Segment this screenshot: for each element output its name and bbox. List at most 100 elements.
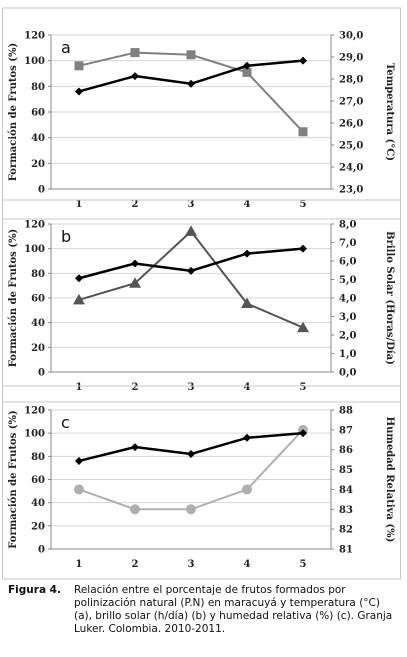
- panel-b-ytick-label: 100: [24, 244, 45, 255]
- panel-a-series-left-point: [187, 79, 195, 88]
- panel-c-y2label: Humedad Relativa (%): [384, 417, 395, 543]
- panel-c-y2tick-label: 83: [339, 505, 353, 516]
- panel-a-xtick-label: 3: [188, 199, 195, 210]
- panel-a-series-right-point: [130, 48, 140, 58]
- panel-b-ytick-label: 120: [24, 220, 45, 231]
- panel-b-y2tick-label: 8,0: [339, 220, 356, 231]
- panel-b-ylabel: Formación de Frutos (%): [8, 229, 19, 368]
- panel-a-series-right-point: [242, 67, 252, 77]
- panel-a-label: a: [61, 38, 71, 57]
- panel-a-ytick-label: 0: [38, 185, 45, 196]
- panel-c-series-left-point: [75, 456, 83, 465]
- panel-b-series-right-point: [185, 225, 197, 236]
- panel-b-series-right-line: [78, 229, 304, 329]
- panel-a: 0 20 40 60 80 100 120 23,0 24,0 25,0 26,0 27,0 28,0 2…: [2, 7, 401, 220]
- panel-a-y2tick-label: 28,0: [339, 75, 363, 86]
- panel-b-y2tick-label: 6,0: [339, 257, 356, 268]
- panel-b-y2tick-label: 1,0: [339, 349, 356, 360]
- panel-a-ytick-label: 120: [24, 31, 45, 42]
- panel-a-series-left-point: [299, 56, 307, 65]
- panel-b-series-left-point: [243, 249, 251, 258]
- panel-c-xtick-label: 4: [244, 559, 251, 570]
- panel-c-ytick-label: 80: [31, 452, 45, 463]
- panel-b-label: b: [61, 227, 71, 246]
- panel-a-ytick-label: 80: [31, 82, 45, 93]
- caption-label: Figura 4.: [8, 584, 61, 596]
- panel-c-ytick-label: 40: [31, 498, 45, 509]
- panel-c-series-left-point: [187, 450, 195, 459]
- panel-b-series-left-point: [299, 244, 307, 253]
- panel-a-y2tick-label: 23,0: [339, 185, 363, 196]
- panel-c-series-left-point: [299, 429, 307, 438]
- panel-b-ytick-label: 20: [31, 343, 45, 354]
- panel-b-series-right-point: [241, 297, 253, 309]
- panel-b-xtick-label: 1: [76, 382, 83, 393]
- panel-a-y2tick-label: 29,0: [339, 53, 363, 64]
- panel-b-xtick-label: 2: [132, 382, 139, 393]
- panel-b-ytick-label: 40: [31, 318, 45, 329]
- caption-text: Relación entre el porcentaje de frutos f…: [74, 584, 393, 635]
- panel-c-y2tick-label: 85: [339, 465, 353, 476]
- panel-b-series-right-point: [297, 321, 309, 333]
- panel-b-y2tick-label: 3,0: [339, 312, 356, 323]
- panel-c-series-right-point: [186, 504, 196, 515]
- panel-b-series-left-point: [187, 266, 195, 275]
- panel-c-y2tick-label: 86: [339, 445, 353, 456]
- panel-a-ytick-label: 40: [31, 133, 45, 144]
- panel-b-series-right-point: [129, 277, 141, 288]
- panel-c-series-right-point: [130, 504, 140, 515]
- panel-b-y2tick-label: 7,0: [339, 238, 356, 249]
- panel-c-ytick-label: 20: [31, 521, 45, 532]
- panel-c-series-right-line: [78, 429, 304, 511]
- panel-a-ytick-label: 20: [31, 159, 45, 170]
- panel-a-y2label: Temperatura (°C): [384, 63, 395, 161]
- panel-a-xtick-label: 5: [300, 199, 307, 210]
- panel-c-frame: [2, 385, 401, 580]
- panel-a-series-left-point: [75, 87, 83, 96]
- panel-c-xtick-label: 3: [188, 559, 195, 570]
- panel-a-y2tick-label: 30,0: [339, 31, 363, 42]
- panel-a-xtick-label: 1: [76, 199, 83, 210]
- panel-a-series-right-point: [186, 50, 196, 60]
- panel-b-xtick-label: 5: [300, 382, 307, 393]
- panel-a-ylabel: Formación de Frutos (%): [8, 43, 19, 182]
- panel-a-series-right-point: [298, 127, 308, 137]
- panel-c-series-left-point: [131, 443, 139, 452]
- panel-a-y2tick-label: 24,0: [339, 163, 363, 174]
- panel-b-xtick-label: 3: [188, 382, 195, 393]
- panel-b-frame: [2, 199, 401, 403]
- panel-c-series-right-point: [242, 484, 252, 495]
- panel-c-y2tick-label: 81: [339, 545, 353, 556]
- panel-c-ytick-label: 100: [24, 429, 45, 440]
- panel-b-ytick-label: 80: [31, 269, 45, 280]
- panel-c-series-right-point: [74, 484, 84, 495]
- panel-c-xtick-label: 2: [132, 559, 139, 570]
- panel-c-ytick-label: 0: [38, 545, 45, 556]
- panel-a-series-right-point: [74, 61, 84, 71]
- panel-b-ytick-label: 60: [31, 294, 45, 305]
- panel-b-series-left-point: [75, 274, 83, 283]
- panel-c-y2tick-label: 84: [339, 485, 353, 496]
- panel-c-ylabel: Formación de Frutos (%): [8, 410, 19, 549]
- panel-a-xtick-label: 4: [244, 199, 251, 210]
- panel-c: 0 20 40 60 80 100 120 81 82 83 84 85 86 87 88 1 2 3 4 5 Form…: [2, 385, 401, 580]
- panel-c-series-left-point: [243, 433, 251, 442]
- panel-b-y2tick-label: 2,0: [339, 331, 356, 342]
- panel-a-frame: [2, 7, 401, 220]
- panel-b-series-right-point: [73, 293, 85, 305]
- panel-a-ytick-label: 60: [31, 108, 45, 119]
- panel-b-ytick-label: 0: [38, 368, 45, 379]
- panel-a-y2tick-label: 27,0: [339, 97, 363, 108]
- panel-a-series-left-point: [243, 61, 251, 70]
- panel-b-y2tick-label: 0,0: [339, 368, 356, 379]
- panel-a-ytick-label: 100: [24, 56, 45, 67]
- panel-a-series-left-point: [131, 72, 139, 81]
- panel-c-y2tick-label: 87: [339, 425, 353, 436]
- panel-c-y2tick-label: 82: [339, 525, 353, 536]
- panel-c-ytick-label: 60: [31, 475, 45, 486]
- panel-b-xtick-label: 4: [244, 382, 251, 393]
- panel-b-y2label: Brillo Solar (Horas/Día): [384, 231, 395, 365]
- panel-c-xtick-label: 5: [300, 559, 307, 570]
- panel-b: 0 20 40 60 80 100 120 0,0 1,0 2,0 3,0 4,0 5,0 6,0 7,0 8…: [2, 199, 401, 403]
